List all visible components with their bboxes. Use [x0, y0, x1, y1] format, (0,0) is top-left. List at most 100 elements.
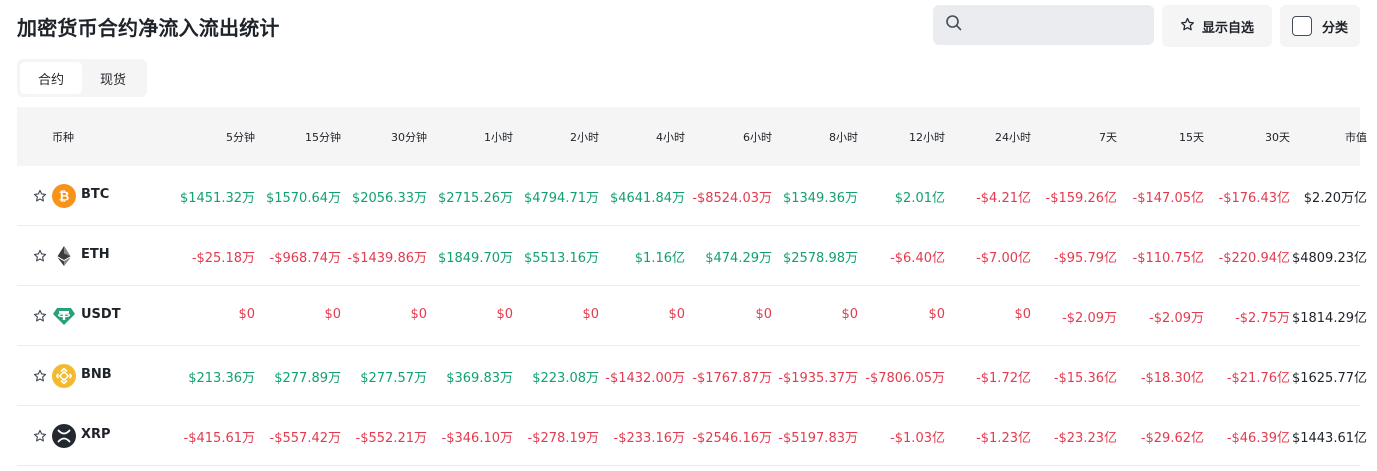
- usdt-icon: [52, 304, 76, 328]
- flow-value-cell: -$25.18万: [191, 251, 255, 266]
- flow-value-cell: $4794.71万: [523, 191, 599, 206]
- flow-value-cell: -$6.40亿: [890, 251, 945, 266]
- flow-value-cell: -$4.21亿: [976, 191, 1031, 206]
- flow-value-cell: $2715.26万: [437, 191, 513, 206]
- header-column: 15天: [1179, 131, 1204, 144]
- header-column: 4小时: [656, 131, 685, 144]
- flow-value-cell: -$21.76亿: [1226, 371, 1290, 386]
- header-coin: 币种: [52, 131, 74, 144]
- table-row[interactable]: ETH -$25.18万 -$968.74万 -$1439.86万 $1849.70万 $…: [17, 226, 1367, 286]
- market-cap-cell: $4809.23亿: [1291, 251, 1367, 266]
- btc-icon: ₿: [52, 184, 76, 208]
- svg-text:₿: ₿: [59, 190, 70, 205]
- flow-value-cell: -$415.61万: [183, 431, 255, 446]
- category-toggle[interactable]: 分类: [1280, 5, 1360, 47]
- flow-value-cell: $1849.70万: [437, 251, 513, 266]
- header-column: 15分钟: [305, 131, 341, 144]
- flow-value-cell: $5513.16万: [523, 251, 599, 266]
- flow-value-cell: $0: [668, 307, 685, 322]
- header-column: 市值: [1345, 131, 1367, 144]
- header-column: 1小时: [484, 131, 513, 144]
- show-favorites-label: 显示自选: [1201, 20, 1254, 36]
- flow-value-cell: $0: [324, 307, 341, 322]
- flow-value-cell: $213.36万: [188, 371, 255, 386]
- flow-value-cell: $1349.36万: [782, 191, 858, 206]
- flow-value-cell: $2578.98万: [782, 251, 858, 266]
- flow-value-cell: -$8524.03万: [692, 191, 772, 206]
- flow-value-cell: $0: [582, 307, 599, 322]
- coin-symbol[interactable]: BNB: [81, 367, 112, 382]
- flow-value-cell: -$278.19万: [527, 431, 599, 446]
- flow-value-cell: -$46.39亿: [1226, 431, 1290, 446]
- search-box[interactable]: [933, 5, 1154, 45]
- flow-value-cell: -$176.43亿: [1218, 191, 1290, 206]
- favorite-star-icon[interactable]: [33, 249, 47, 263]
- page-title: 加密货币合约净流入流出统计: [17, 16, 280, 40]
- flow-value-cell: -$2.09万: [1062, 311, 1117, 326]
- flow-value-cell: -$968.74万: [269, 251, 341, 266]
- xrp-icon: [52, 424, 76, 448]
- flow-value-cell: $1570.64万: [265, 191, 341, 206]
- flow-value-cell: -$233.16万: [613, 431, 685, 446]
- table-row[interactable]: BNB $213.36万 $277.89万 $277.57万 $369.83万 $223.…: [17, 346, 1367, 406]
- table-row[interactable]: XRP -$415.61万 -$557.42万 -$552.21万 -$346.10万 -…: [17, 406, 1367, 466]
- eth-icon: [52, 244, 76, 268]
- flow-value-cell: -$5197.83万: [778, 431, 858, 446]
- flow-value-cell: -$15.36亿: [1053, 371, 1117, 386]
- flow-value-cell: $0: [1014, 307, 1031, 322]
- flow-value-cell: -$110.75亿: [1132, 251, 1204, 266]
- category-label: 分类: [1322, 20, 1349, 36]
- header-column: 2小时: [570, 131, 599, 144]
- flow-value-cell: -$1.72亿: [976, 371, 1031, 386]
- flow-value-cell: $223.08万: [532, 371, 599, 386]
- flow-value-cell: -$1439.86万: [347, 251, 427, 266]
- header-column: 8小时: [829, 131, 858, 144]
- category-checkbox[interactable]: [1292, 16, 1312, 36]
- table-header: 币种 5分钟 15分钟 30分钟 1小时 2小时 4小时 6小时 8小时 12小时 24小时 7天 15…: [17, 107, 1367, 166]
- coin-symbol[interactable]: USDT: [81, 307, 121, 322]
- flow-value-cell: -$557.42万: [269, 431, 341, 446]
- flow-value-cell: -$23.23亿: [1053, 431, 1117, 446]
- flow-value-cell: -$1935.37万: [778, 371, 858, 386]
- bnb-icon: [52, 364, 76, 388]
- flow-value-cell: $0: [755, 307, 772, 322]
- tab-spot[interactable]: 现货: [99, 72, 126, 88]
- header-column: 6小时: [743, 131, 772, 144]
- flow-value-cell: $4641.84万: [609, 191, 685, 206]
- flow-value-cell: -$346.10万: [441, 431, 513, 446]
- flow-value-cell: $1.16亿: [634, 251, 685, 266]
- coin-symbol[interactable]: ETH: [81, 247, 110, 262]
- flow-value-cell: $369.83万: [446, 371, 513, 386]
- header-column: 5分钟: [226, 131, 255, 144]
- show-favorites-button[interactable]: 显示自选: [1162, 5, 1272, 47]
- search-input[interactable]: [971, 17, 1151, 33]
- favorite-star-icon[interactable]: [33, 429, 47, 443]
- coin-symbol[interactable]: XRP: [81, 427, 111, 442]
- favorite-star-icon[interactable]: [33, 189, 47, 203]
- table-row[interactable]: USDT $0 $0 $0 $0 $0 $0 $0 $0 $0 $0 -$2.09万 -$2.09万 -$…: [17, 286, 1367, 346]
- favorite-star-icon[interactable]: [33, 309, 47, 323]
- favorite-star-icon[interactable]: [33, 369, 47, 383]
- flow-value-cell: -$147.05亿: [1132, 191, 1204, 206]
- flow-value-cell: -$159.26亿: [1045, 191, 1117, 206]
- header-column: 7天: [1099, 131, 1117, 144]
- flow-value-cell: $277.89万: [274, 371, 341, 386]
- search-icon: [945, 14, 963, 36]
- tab-contract[interactable]: 合约: [20, 62, 82, 94]
- flow-value-cell: $2056.33万: [351, 191, 427, 206]
- flow-value-cell: $1451.32万: [179, 191, 255, 206]
- flow-value-cell: -$552.21万: [355, 431, 427, 446]
- market-cap-cell: $1625.77亿: [1291, 371, 1367, 386]
- table-row[interactable]: ₿ BTC $1451.32万 $1570.64万 $2056.33万 $2715.26万…: [17, 166, 1367, 226]
- star-outline-icon: [1180, 17, 1202, 36]
- market-cap-cell: $2.20万亿: [1303, 191, 1367, 206]
- header-column: 24小时: [995, 131, 1031, 144]
- flow-value-cell: -$1.03亿: [890, 431, 945, 446]
- header-column: 30分钟: [391, 131, 427, 144]
- flow-value-cell: $2.01亿: [894, 191, 945, 206]
- flow-value-cell: $0: [410, 307, 427, 322]
- flow-value-cell: -$7.00亿: [976, 251, 1031, 266]
- coin-symbol[interactable]: BTC: [81, 187, 110, 202]
- flow-value-cell: $0: [841, 307, 858, 322]
- flow-value-cell: -$18.30亿: [1140, 371, 1204, 386]
